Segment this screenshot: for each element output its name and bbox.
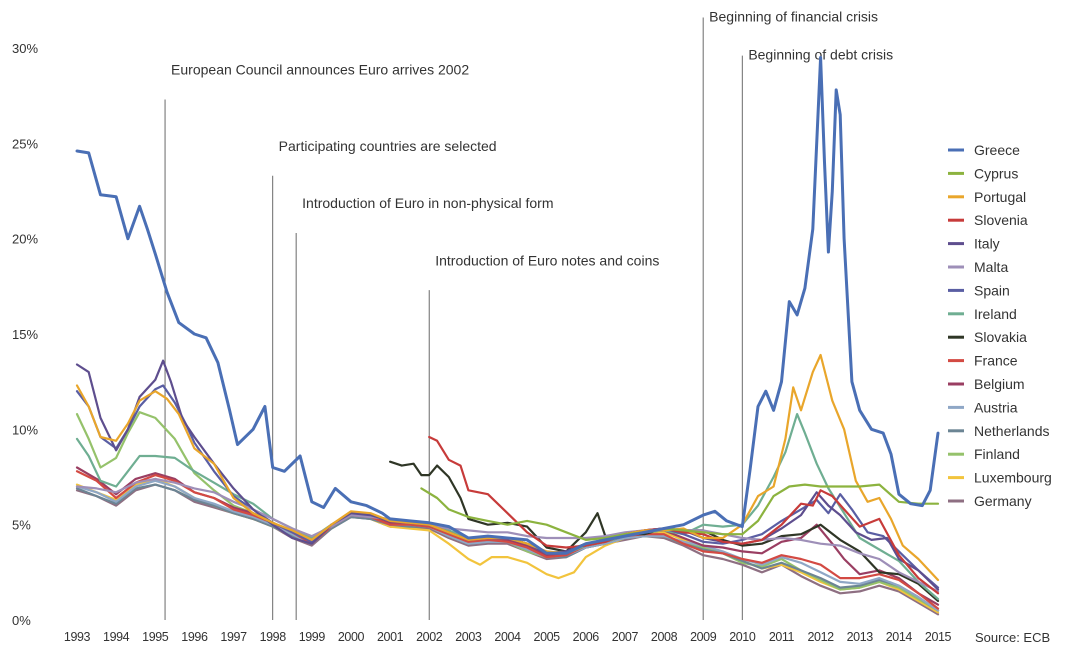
x-tick-label: 2003 — [455, 630, 482, 644]
series-line-italy — [75, 359, 940, 591]
legend-label: Spain — [974, 282, 1010, 298]
x-axis: 1993 1994 1995 1996 1997 1998 1999 2000 2001 2002… — [64, 630, 952, 644]
x-tick-label: 2006 — [573, 630, 600, 644]
legend-label: Greece — [974, 142, 1020, 158]
annotation-label: Beginning of debt crisis — [748, 46, 893, 62]
legend-label: Cyprus — [974, 165, 1018, 181]
annotation-label: European Council announces Euro arrives … — [171, 62, 469, 78]
legend-label: Slovenia — [974, 212, 1028, 228]
y-tick-label: 5% — [12, 518, 31, 533]
x-tick-label: 2004 — [494, 630, 521, 644]
x-tick-label: 2009 — [690, 630, 717, 644]
legend-label: Netherlands — [974, 423, 1050, 439]
y-tick-label: 10% — [12, 422, 38, 437]
y-tick-label: 30% — [12, 41, 38, 56]
annotation-label: Beginning of financial crisis — [709, 8, 878, 24]
series-line-portugal — [75, 353, 940, 582]
y-tick-label: 15% — [12, 327, 38, 342]
x-tick-label: 2007 — [612, 630, 639, 644]
x-tick-label: 1999 — [299, 630, 326, 644]
x-tick-label: 2010 — [729, 630, 756, 644]
x-tick-label: 1998 — [260, 630, 287, 644]
x-tick-label: 1997 — [220, 630, 247, 644]
annotation-label: Introduction of Euro in non-physical for… — [302, 195, 553, 211]
legend-label: Italy — [974, 236, 1000, 252]
x-tick-label: 2015 — [925, 630, 952, 644]
x-tick-label: 1994 — [103, 630, 130, 644]
x-tick-label: 2014 — [886, 630, 913, 644]
x-tick-label: 2005 — [534, 630, 561, 644]
legend-label: Slovakia — [974, 329, 1027, 345]
x-tick-label: 2008 — [651, 630, 678, 644]
series-line-cyprus — [420, 483, 940, 541]
x-tick-label: 1993 — [64, 630, 91, 644]
legend-label: Finland — [974, 446, 1020, 462]
x-tick-label: 1996 — [181, 630, 208, 644]
series-line-belgium — [75, 466, 940, 606]
annotation-label: Participating countries are selected — [279, 138, 497, 154]
legend-label: Belgium — [974, 376, 1025, 392]
legend-label: Ireland — [974, 306, 1017, 322]
y-tick-label: 20% — [12, 232, 38, 247]
y-axis: 0% 5% 10% 15% 20% 25% 30% — [12, 41, 38, 628]
legend-label: Portugal — [974, 189, 1026, 205]
legend-label: Malta — [974, 259, 1008, 275]
series-line-slovenia — [428, 435, 940, 595]
series-line-austria — [75, 479, 940, 612]
annotation-label: Introduction of Euro notes and coins — [435, 252, 659, 268]
x-tick-label: 1995 — [142, 630, 169, 644]
legend: Greece Cyprus Portugal Slovenia Italy Malta Sp… — [948, 142, 1052, 509]
series-line-ireland — [75, 413, 940, 601]
y-tick-label: 25% — [12, 136, 38, 151]
series-line-germany — [75, 483, 940, 616]
x-tick-label: 2011 — [769, 630, 795, 644]
plot-area — [75, 56, 940, 616]
x-tick-label: 2013 — [847, 630, 874, 644]
x-tick-label: 2012 — [807, 630, 834, 644]
series-line-malta — [75, 477, 940, 593]
x-tick-label: 2000 — [338, 630, 365, 644]
annotation-lines: European Council announces Euro arrives … — [164, 8, 893, 620]
legend-label: Austria — [974, 399, 1018, 415]
series-line-luxembourg — [75, 477, 940, 614]
source-label: Source: ECB — [975, 630, 1050, 645]
legend-label: France — [974, 353, 1018, 369]
x-tick-label: 2002 — [416, 630, 443, 644]
y-tick-label: 0% — [12, 613, 31, 628]
x-tick-label: 2001 — [377, 630, 404, 644]
series-line-france — [75, 470, 940, 610]
legend-label: Germany — [974, 493, 1032, 509]
series-line-greece — [75, 56, 940, 555]
legend-label: Luxembourg — [974, 470, 1052, 486]
